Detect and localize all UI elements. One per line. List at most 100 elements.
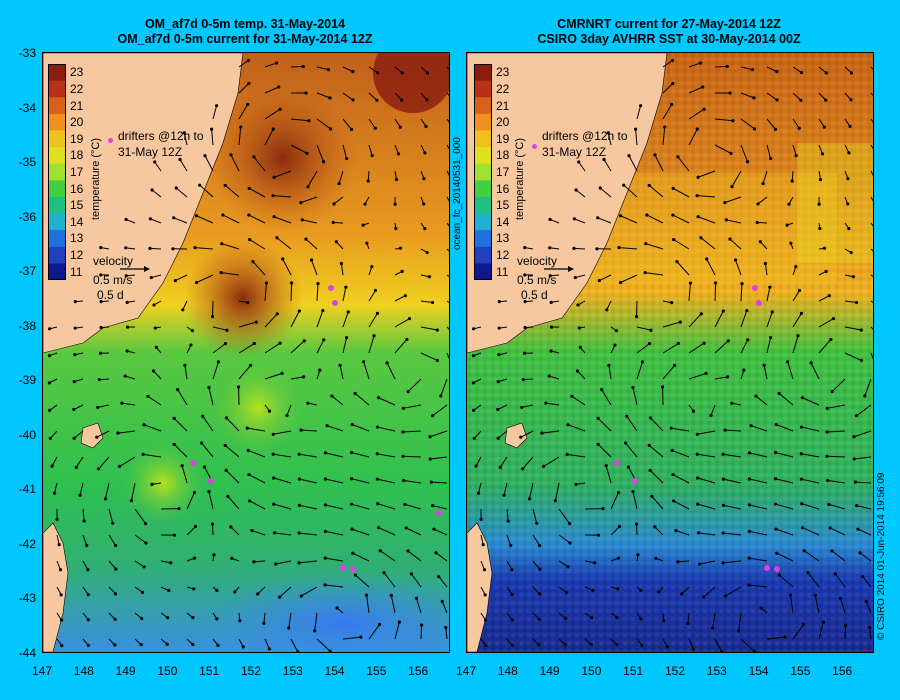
velocity-arrow [766, 636, 785, 640]
velocity-arrow [672, 474, 690, 484]
velocity-arrow [264, 313, 278, 328]
velocity-arrow [729, 238, 742, 250]
left-colorbar [48, 64, 66, 280]
velocity-arrow [677, 560, 690, 563]
velocity-arrow-head [309, 258, 314, 262]
right-velocity-arrows [471, 58, 873, 652]
velocity-arrow [740, 118, 755, 130]
velocity-arrow [870, 248, 873, 252]
velocity-arrow [766, 92, 778, 101]
velocity-arrow [662, 364, 676, 380]
velocity-arrow-head [141, 452, 145, 456]
velocity-arrow [238, 127, 242, 146]
velocity-arrow [160, 560, 171, 564]
velocity-arrow [760, 241, 768, 250]
velocity-arrow [325, 478, 344, 484]
velocity-arrow [143, 453, 162, 458]
velocity-arrow [420, 352, 438, 361]
velocity-arrow-head [650, 494, 654, 498]
velocity-arrow-head [824, 269, 828, 273]
colorbar-tick-label: 17 [70, 165, 84, 179]
velocity-arrow-head [400, 71, 404, 75]
colorbar-tick-label: 18 [70, 148, 84, 163]
velocity-arrow-head [699, 312, 703, 316]
velocity-arrow-head [140, 616, 144, 621]
velocity-arrow-head [769, 336, 773, 340]
velocity-arrow [632, 387, 638, 406]
velocity-arrow [79, 482, 84, 496]
velocity-arrow-head [406, 390, 410, 394]
velocity-arrow [818, 318, 834, 328]
right-map[interactable] [466, 52, 874, 653]
velocity-arrow-head [350, 502, 354, 506]
velocity-arrow-head [596, 442, 600, 446]
velocity-arrow-head [774, 527, 778, 531]
velocity-arrow-head [323, 529, 327, 533]
velocity-arrow-head [114, 567, 118, 571]
velocity-arrow [99, 378, 110, 381]
velocity-arrow-head [797, 288, 802, 293]
velocity-arrow [646, 214, 664, 224]
left-drifters-label-1: drifters @12h to [118, 129, 204, 143]
velocity-arrow-head [252, 341, 256, 346]
velocity-arrow-head [602, 157, 606, 162]
velocity-arrow-head [59, 618, 64, 622]
velocity-arrow [688, 108, 705, 120]
velocity-arrow [532, 560, 541, 570]
velocity-arrow [290, 118, 309, 122]
velocity-arrow-head [216, 643, 220, 647]
velocity-arrow-head [78, 493, 82, 497]
velocity-arrow-head [618, 214, 623, 218]
velocity-arrow-head [394, 177, 399, 182]
velocity-arrow-head [688, 281, 693, 285]
velocity-arrow-head [73, 326, 77, 330]
velocity-arrow-head [207, 385, 211, 390]
velocity-arrow-head [248, 238, 252, 242]
velocity-arrow-head [305, 151, 309, 155]
velocity-arrow [342, 144, 348, 159]
velocity-arrow-head [247, 473, 251, 477]
velocity-arrow-head [210, 315, 215, 319]
velocity-arrow-head [758, 240, 762, 244]
velocity-arrow [182, 300, 188, 311]
velocity-arrow-head [726, 339, 730, 343]
velocity-arrow-head [82, 519, 86, 523]
velocity-arrow-head [376, 526, 381, 530]
velocity-arrow [597, 217, 612, 224]
velocity-arrow [864, 378, 872, 397]
velocity-arrow-head [224, 416, 229, 420]
velocity-arrow-head [572, 246, 576, 250]
velocity-arrow [402, 455, 422, 458]
velocity-arrow-head [578, 345, 582, 349]
velocity-arrow [673, 239, 690, 250]
velocity-arrow-head [165, 642, 169, 646]
velocity-arrow-head [653, 153, 657, 157]
velocity-arrow-head [510, 618, 514, 622]
velocity-arrow-head [548, 274, 552, 278]
velocity-arrow [859, 552, 872, 562]
velocity-arrow-head [116, 431, 120, 435]
velocity-arrow-head [565, 452, 569, 456]
velocity-arrow-head [510, 593, 514, 597]
velocity-arrow-head [434, 551, 438, 555]
velocity-arrow-head [192, 556, 197, 560]
left-map[interactable] [42, 52, 450, 653]
velocity-arrow [740, 339, 749, 354]
velocity-arrow-head [125, 300, 129, 304]
velocity-arrow-head [382, 571, 386, 575]
velocity-arrow-head [773, 477, 778, 481]
velocity-arrow [478, 482, 482, 494]
velocity-arrow-head [830, 549, 834, 553]
velocity-arrow-head [398, 125, 402, 129]
velocity-arrow-head [509, 543, 513, 548]
velocity-arrow-head [647, 183, 651, 188]
velocity-arrow-head [671, 213, 675, 217]
velocity-arrow-head [596, 216, 600, 220]
velocity-arrow [558, 560, 569, 568]
x-tick-label: 153 [282, 664, 303, 678]
velocity-arrow-head [167, 588, 171, 593]
velocity-arrow-head [142, 423, 146, 427]
left-title-line1: OM_af7d 0-5m temp. 31-May-2014 [144, 17, 346, 31]
velocity-arrow [697, 477, 716, 484]
velocity-arrow-head [238, 619, 242, 623]
